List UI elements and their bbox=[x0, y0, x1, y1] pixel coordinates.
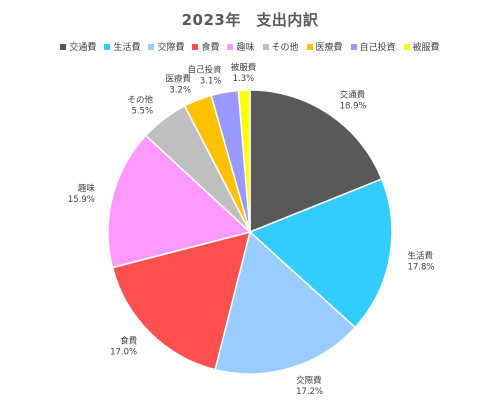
slice-value-label: 17.2% bbox=[296, 387, 323, 397]
slice-value-label: 17.0% bbox=[110, 347, 137, 357]
slice-category-label: その他 bbox=[128, 95, 154, 106]
legend-item: 食費 bbox=[192, 40, 219, 53]
slice-value-label: 1.3% bbox=[233, 74, 255, 84]
legend-swatch bbox=[227, 43, 234, 50]
legend-swatch bbox=[350, 43, 357, 50]
slice-value-label: 5.5% bbox=[131, 107, 153, 117]
legend-label: 交際費 bbox=[157, 43, 185, 53]
slice-value-label: 3.2% bbox=[169, 85, 191, 95]
chart-legend: 交通費 生活費 交際費 食費 趣味 その他 医療費 自己投資 被服費 bbox=[0, 40, 500, 53]
slice-category-label: 被服費 bbox=[231, 62, 257, 73]
chart-title: 2023年 支出内訳 bbox=[181, 11, 319, 29]
legend-item: 医療費 bbox=[306, 40, 343, 53]
legend-label: 趣味 bbox=[236, 43, 255, 53]
slice-category-label: 交通費 bbox=[340, 89, 366, 100]
legend-swatch bbox=[403, 43, 410, 50]
slice-category-label: 自己投資 bbox=[187, 65, 221, 76]
legend-label: 自己投資 bbox=[359, 43, 396, 53]
pie-slice bbox=[249, 89, 383, 234]
legend-swatch bbox=[148, 43, 155, 50]
legend-item: 交際費 bbox=[148, 40, 184, 53]
legend-item: 生活費 bbox=[104, 40, 140, 53]
legend-label: 医療費 bbox=[315, 43, 343, 53]
pie-slice bbox=[111, 230, 252, 371]
legend-label: 食費 bbox=[201, 43, 220, 53]
legend-item: 交通費 bbox=[60, 40, 96, 53]
pie-slice bbox=[237, 89, 251, 233]
legend-swatch bbox=[306, 43, 313, 50]
pie-slice bbox=[248, 178, 393, 329]
slice-category-label: 医療費 bbox=[166, 73, 192, 84]
slice-category-label: 食費 bbox=[120, 335, 138, 346]
pie-slice bbox=[107, 134, 252, 269]
slice-value-label: 3.1% bbox=[200, 77, 222, 87]
slice-value-label: 15.9% bbox=[68, 195, 95, 205]
slice-category-label: 趣味 bbox=[78, 183, 96, 194]
legend-label: 交通費 bbox=[69, 43, 97, 53]
legend-label: 被服費 bbox=[412, 43, 440, 53]
slice-category-label: 交際費 bbox=[296, 375, 322, 386]
legend-swatch bbox=[60, 43, 67, 50]
legend-label: 生活費 bbox=[113, 43, 141, 53]
legend-swatch bbox=[262, 43, 269, 50]
legend-item: その他 bbox=[262, 40, 299, 53]
legend-item: 趣味 bbox=[227, 40, 255, 53]
slice-value-label: 17.8% bbox=[407, 262, 434, 272]
legend-item: 被服費 bbox=[403, 40, 440, 53]
legend-swatch bbox=[104, 43, 111, 50]
slice-category-label: 生活費 bbox=[407, 250, 433, 261]
legend-swatch bbox=[192, 43, 199, 50]
pie-slice bbox=[214, 230, 357, 375]
legend-label: その他 bbox=[271, 43, 299, 53]
legend-item: 自己投資 bbox=[350, 40, 396, 53]
slice-value-label: 18.9% bbox=[340, 101, 367, 111]
